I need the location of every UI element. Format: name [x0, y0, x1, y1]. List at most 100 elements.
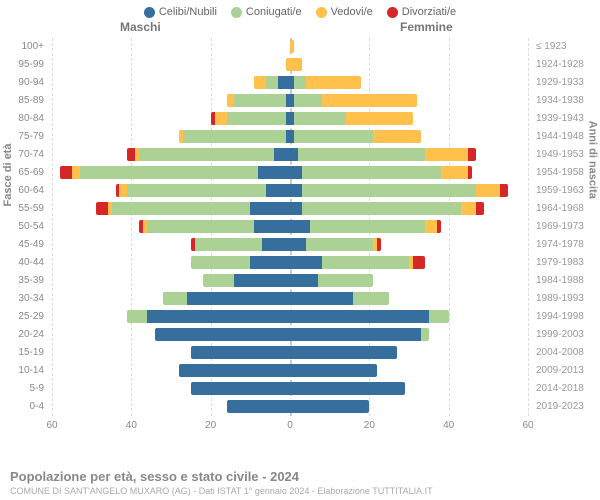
year-label: 1959-1963 [532, 182, 600, 200]
age-label: 30-34 [0, 290, 48, 308]
chart-title: Popolazione per età, sesso e stato civil… [10, 469, 590, 484]
bar-segment [468, 166, 472, 179]
age-label: 55-59 [0, 200, 48, 218]
legend-item: Divorziati/e [387, 6, 456, 18]
age-label: 0-4 [0, 398, 48, 416]
bar-segment [290, 328, 421, 341]
legend-swatch [387, 7, 398, 18]
bar-segment [290, 400, 369, 413]
pyramid-row [52, 272, 528, 290]
bar-segment [60, 166, 72, 179]
year-label: 1979-1983 [532, 254, 600, 272]
year-label: 1929-1933 [532, 74, 600, 92]
bar-segment [191, 256, 251, 269]
year-label: 1954-1958 [532, 164, 600, 182]
bar-segment [112, 202, 251, 215]
bar-segment [290, 274, 318, 287]
bar-segment [278, 76, 290, 89]
x-axis: 6040200204060 [52, 420, 528, 434]
pyramid-row [52, 398, 528, 416]
bar-segment [290, 310, 429, 323]
age-label: 35-39 [0, 272, 48, 290]
chart-footer: Popolazione per età, sesso e stato civil… [10, 469, 590, 496]
pyramid-row [52, 236, 528, 254]
bar-rows [52, 38, 528, 416]
bar-segment [127, 310, 147, 323]
bar-segment [215, 112, 227, 125]
pyramid-row [52, 344, 528, 362]
year-label: 1949-1953 [532, 146, 600, 164]
pyramid-row [52, 218, 528, 236]
x-tick-label: 20 [205, 420, 216, 431]
bar-segment [476, 184, 500, 197]
age-label: 75-79 [0, 128, 48, 146]
legend-swatch [231, 7, 242, 18]
year-label: 1974-1978 [532, 236, 600, 254]
bar-segment [294, 130, 373, 143]
bar-segment [262, 238, 290, 251]
bar-segment [290, 40, 294, 53]
bar-segment [258, 166, 290, 179]
age-label: 95-99 [0, 56, 48, 74]
legend-label: Divorziati/e [402, 6, 456, 18]
pyramid-row [52, 380, 528, 398]
legend-item: Vedovi/e [316, 6, 373, 18]
year-label: ≤ 1923 [532, 38, 600, 56]
pyramid-row [52, 200, 528, 218]
year-label: 1939-1943 [532, 110, 600, 128]
bar-segment [227, 94, 235, 107]
age-label: 65-69 [0, 164, 48, 182]
legend-swatch [144, 7, 155, 18]
age-label: 40-44 [0, 254, 48, 272]
year-label: 1989-1993 [532, 290, 600, 308]
bar-segment [437, 220, 441, 233]
age-label: 45-49 [0, 236, 48, 254]
pyramid-row [52, 326, 528, 344]
bar-segment [290, 184, 302, 197]
year-label: 1944-1948 [532, 128, 600, 146]
year-label: 1934-1938 [532, 92, 600, 110]
year-label: 1999-2003 [532, 326, 600, 344]
year-labels: ≤ 19231924-19281929-19331934-19381939-19… [532, 38, 600, 416]
pyramid-row [52, 128, 528, 146]
bar-segment [191, 382, 290, 395]
pyramid-row [52, 254, 528, 272]
bar-segment [290, 202, 302, 215]
bar-segment [377, 238, 381, 251]
bar-segment [429, 310, 449, 323]
bar-segment [179, 364, 290, 377]
bar-segment [373, 130, 421, 143]
legend-label: Coniugati/e [246, 6, 302, 18]
bar-segment [96, 202, 108, 215]
bar-segment [310, 220, 425, 233]
bar-segment [234, 274, 290, 287]
bar-segment [147, 220, 254, 233]
bar-segment [195, 238, 262, 251]
pyramid-row [52, 38, 528, 56]
bar-segment [294, 76, 306, 89]
bar-segment [306, 76, 362, 89]
population-pyramid: Fasce di età Anni di nascita 100+95-9990… [0, 38, 600, 438]
bar-segment [500, 184, 508, 197]
x-tick-label: 40 [126, 420, 137, 431]
year-label: 1964-1968 [532, 200, 600, 218]
bar-segment [294, 112, 346, 125]
pyramid-row [52, 56, 528, 74]
age-label: 10-14 [0, 362, 48, 380]
x-tick-label: 60 [46, 420, 57, 431]
bar-segment [274, 148, 290, 161]
bar-segment [353, 292, 389, 305]
year-label: 2019-2023 [532, 398, 600, 416]
age-label: 50-54 [0, 218, 48, 236]
bar-segment [155, 328, 290, 341]
bar-segment [234, 94, 286, 107]
bar-segment [203, 274, 235, 287]
pyramid-row [52, 362, 528, 380]
bar-segment [254, 220, 290, 233]
bar-segment [290, 364, 377, 377]
bar-segment [227, 112, 287, 125]
bar-segment [147, 310, 290, 323]
age-label: 90-94 [0, 74, 48, 92]
year-label: 2014-2018 [532, 380, 600, 398]
bar-segment [346, 112, 413, 125]
